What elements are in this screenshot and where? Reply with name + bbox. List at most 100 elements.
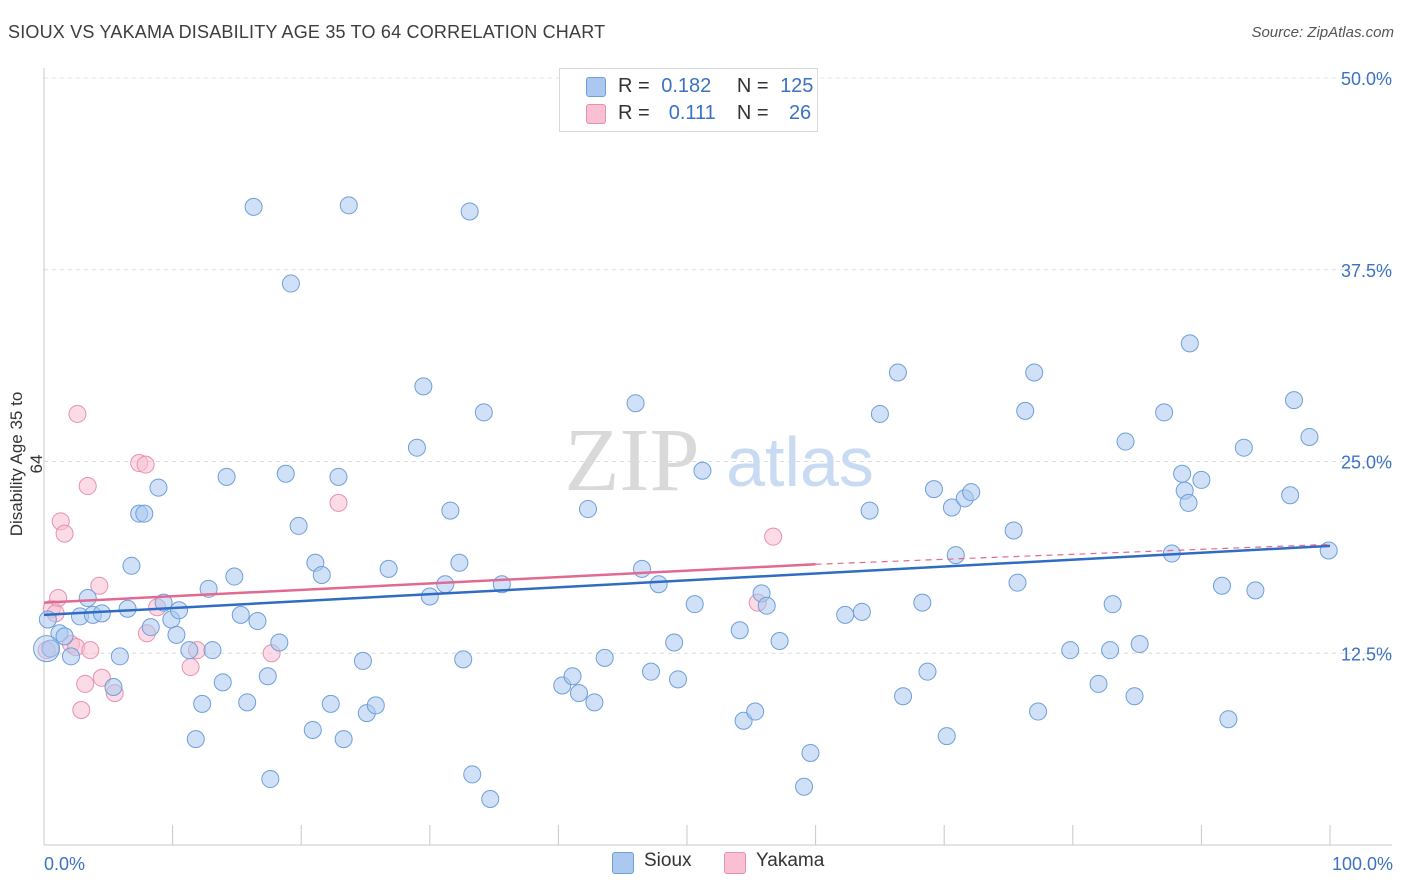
sioux-point	[366, 696, 385, 715]
sioux-point	[92, 604, 111, 623]
sioux-point	[122, 556, 141, 575]
watermark: ZIP atlas	[565, 411, 874, 510]
sioux-point	[450, 553, 469, 572]
sioux-point	[1180, 334, 1199, 353]
sioux-point	[641, 662, 660, 681]
yakama-point	[81, 641, 100, 660]
sioux-point	[860, 501, 879, 520]
sioux-point	[946, 546, 965, 565]
x-tick-labels: 0.0% 100.0%	[44, 854, 1393, 874]
sioux-point	[1089, 674, 1108, 693]
sioux-point	[289, 516, 308, 535]
sioux-point	[203, 641, 222, 660]
legend-r-yakama: 0.111	[668, 102, 716, 124]
legend-r-sioux: 0.182	[661, 75, 712, 97]
sioux-point	[649, 575, 668, 594]
sioux-point	[141, 618, 160, 637]
grid-lines	[44, 77, 1392, 654]
sioux-point	[281, 274, 300, 293]
sioux-point	[1101, 641, 1120, 660]
yakama-trend-line	[43, 563, 816, 604]
sioux-point	[1103, 595, 1122, 614]
sioux-point	[730, 621, 749, 640]
sioux-point	[801, 743, 820, 762]
sioux-point	[1125, 687, 1144, 706]
bottom-yakama-label: Yakama	[756, 850, 825, 871]
sioux-point	[1008, 573, 1027, 592]
sioux-point	[626, 394, 645, 413]
yakama-point	[136, 455, 155, 474]
sioux-point	[110, 647, 129, 666]
trend-lines	[43, 543, 1331, 617]
yakama-point	[181, 658, 200, 677]
sioux-point	[795, 777, 814, 796]
sioux-point	[1284, 391, 1303, 410]
y-axis-title: Disability Age 35 to 64	[7, 391, 46, 537]
bottom-sioux-label: Sioux	[644, 850, 692, 871]
sioux-point	[942, 498, 961, 517]
sioux-point	[276, 464, 295, 483]
sioux-point	[481, 789, 500, 808]
sioux-point	[595, 648, 614, 667]
sioux-point	[78, 589, 97, 608]
sioux-point	[1155, 403, 1174, 422]
yakama-point	[68, 404, 87, 423]
sioux-point	[213, 673, 232, 692]
yakama-point	[55, 524, 74, 543]
sioux-point	[870, 404, 889, 423]
sioux-point	[154, 593, 173, 612]
x-tick-label: 0.0%	[44, 854, 85, 874]
yakama-point	[72, 701, 91, 720]
sioux-point	[474, 403, 493, 422]
sioux-point	[1281, 486, 1300, 505]
x-tick-label: 100.0%	[1332, 854, 1393, 874]
sioux-point	[962, 483, 981, 502]
sioux-point	[312, 566, 331, 585]
yakama-point	[49, 589, 68, 608]
y-tick-label: 25.0%	[1341, 453, 1392, 473]
sioux-point	[303, 720, 322, 739]
sioux-point	[217, 467, 236, 486]
sioux-point	[441, 501, 460, 520]
chart-title: SIOUX VS YAKAMA DISABILITY AGE 35 TO 64 …	[8, 22, 606, 42]
sioux-point	[225, 567, 244, 586]
yakama-point	[764, 527, 783, 546]
sioux-point	[1025, 363, 1044, 382]
yakama-point	[78, 477, 97, 496]
source-label: Source: ZipAtlas.com	[1251, 24, 1394, 41]
sioux-point	[186, 730, 205, 749]
sioux-point	[170, 601, 189, 620]
y-tick-labels: 12.5% 25.0% 37.5% 50.0%	[1341, 69, 1392, 664]
legend-n-yakama: 26	[788, 102, 812, 124]
sioux-point	[414, 377, 433, 396]
sioux-point	[180, 641, 199, 660]
sioux-point	[685, 595, 704, 614]
sioux-point	[1116, 432, 1135, 451]
sioux-point	[334, 730, 353, 749]
sioux-point	[757, 596, 776, 615]
sioux-point	[1179, 493, 1198, 512]
y-tick-label: 50.0%	[1341, 69, 1392, 89]
yakama-point	[90, 576, 109, 595]
yakama-point	[76, 674, 95, 693]
legend-r-label-yakama: R =	[618, 102, 650, 124]
y-tick-label: 37.5%	[1341, 261, 1392, 281]
correlation-legend: R = 0.182 N = 125 R = 0.111 N = 26	[559, 68, 818, 132]
sioux-point	[135, 504, 154, 523]
sioux-point	[407, 438, 426, 457]
sioux-point	[894, 687, 913, 706]
bottom-sioux-swatch	[612, 852, 634, 874]
sioux-point	[668, 670, 687, 689]
sioux-point	[339, 196, 358, 215]
watermark-zip: ZIP	[565, 411, 700, 510]
sioux-point	[454, 650, 473, 669]
sioux-point	[1212, 576, 1231, 595]
sioux-point	[118, 599, 137, 618]
sioux-point	[353, 651, 372, 670]
sioux-point	[270, 633, 289, 652]
yakama-swatch	[586, 104, 606, 124]
sioux-point	[569, 684, 588, 703]
sioux-point	[321, 694, 340, 713]
y-tick-label: 12.5%	[1341, 644, 1392, 664]
